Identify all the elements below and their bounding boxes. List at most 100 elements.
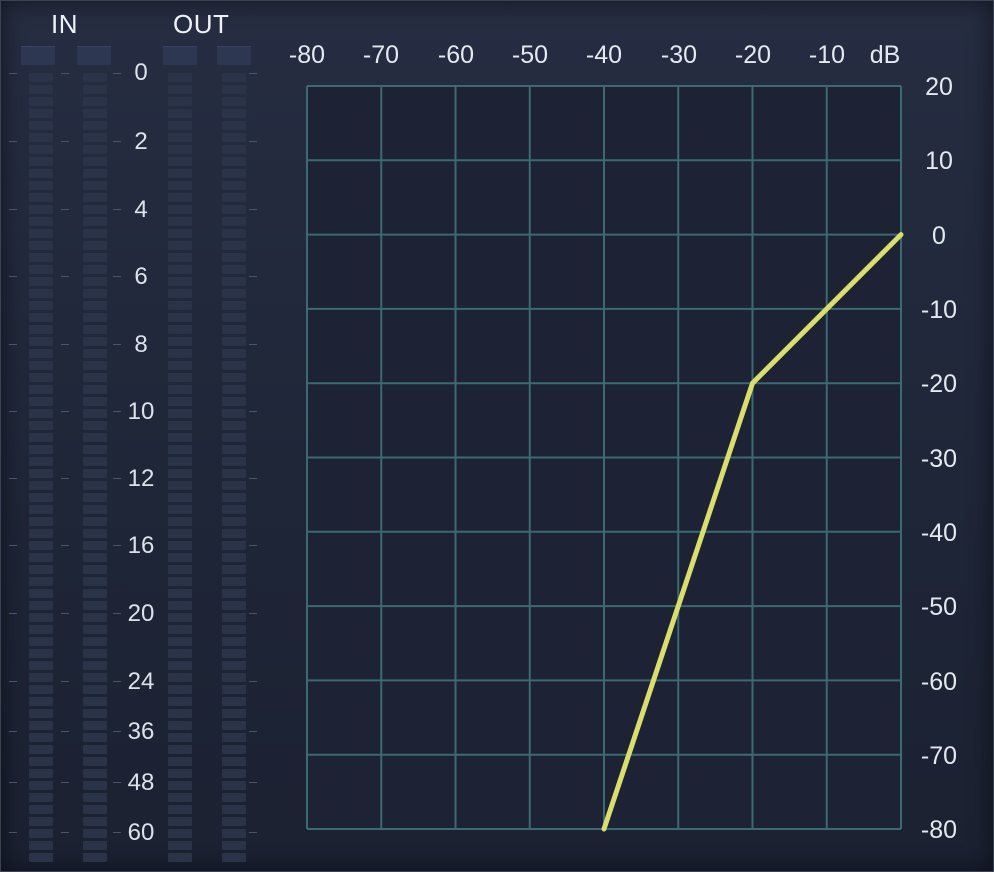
meter-segment xyxy=(83,517,107,526)
meter-segment xyxy=(168,169,192,178)
meter-segment xyxy=(222,625,246,634)
meter-scale-label: 48 xyxy=(127,769,155,796)
meter-segment xyxy=(222,685,246,694)
meter-segment xyxy=(83,121,107,130)
meter-segment xyxy=(83,733,107,742)
meter-segment xyxy=(168,589,192,598)
meter-segment xyxy=(222,277,246,286)
meter-tick xyxy=(249,545,257,546)
meter-segment xyxy=(29,145,53,154)
meter-segment xyxy=(29,685,53,694)
meter-segment xyxy=(83,193,107,202)
meter-segment xyxy=(29,613,53,622)
meter-segment xyxy=(29,289,53,298)
meter-tick xyxy=(9,782,17,783)
y-tick-label: -10 xyxy=(921,296,957,324)
meter-segment xyxy=(168,445,192,454)
y-tick-label: -30 xyxy=(921,445,957,473)
meter-segment xyxy=(222,193,246,202)
meter-segment xyxy=(168,769,192,778)
meter-segment xyxy=(29,217,53,226)
meter-segment xyxy=(83,709,107,718)
meter-segment xyxy=(29,493,53,502)
meter-segment xyxy=(222,481,246,490)
x-tick-label: -80 xyxy=(289,41,325,69)
meter-segment xyxy=(168,397,192,406)
meter-segment xyxy=(29,361,53,370)
meter-segment xyxy=(168,565,192,574)
meter-segment xyxy=(168,361,192,370)
transfer-curve-line[interactable] xyxy=(601,232,904,832)
meter-segment xyxy=(222,241,246,250)
meter-segment xyxy=(83,649,107,658)
meter-segment xyxy=(168,457,192,466)
meter-segment xyxy=(168,745,192,754)
meter-segment xyxy=(168,529,192,538)
meter-segment xyxy=(222,565,246,574)
meter-segment xyxy=(222,433,246,442)
meter-segment xyxy=(83,565,107,574)
meter-tick xyxy=(61,545,69,546)
meter-segment xyxy=(29,469,53,478)
meter-segment xyxy=(83,433,107,442)
meter-segment xyxy=(29,553,53,562)
meter-tick xyxy=(9,681,17,682)
meter-segment xyxy=(83,757,107,766)
meter-segment xyxy=(29,853,53,862)
meter-segment xyxy=(29,709,53,718)
meter-segment xyxy=(222,73,246,82)
meter-tick xyxy=(113,681,121,682)
meter-segment xyxy=(168,709,192,718)
meter-segment xyxy=(222,637,246,646)
meter-scale-label: 10 xyxy=(127,398,155,425)
meter-segment xyxy=(29,265,53,274)
meter-tick xyxy=(61,782,69,783)
y-tick-label: -70 xyxy=(921,742,957,770)
meter-segment xyxy=(29,229,53,238)
meter-segment xyxy=(29,109,53,118)
meter-segment xyxy=(222,841,246,850)
meter-segment xyxy=(83,277,107,286)
meter-tick xyxy=(249,681,257,682)
meter-segment xyxy=(222,97,246,106)
graph-grid xyxy=(306,85,902,830)
meter-segment xyxy=(222,721,246,730)
meter-segment xyxy=(222,649,246,658)
meter-tick xyxy=(9,613,17,614)
meter-segment xyxy=(29,457,53,466)
y-tick-label: 10 xyxy=(925,147,953,175)
meter-segment xyxy=(83,109,107,118)
meter-segment xyxy=(83,841,107,850)
meter-segment xyxy=(83,385,107,394)
meter-segment xyxy=(222,157,246,166)
meter-segment xyxy=(222,757,246,766)
meter-segment xyxy=(29,601,53,610)
meter-segment xyxy=(168,97,192,106)
meter-segment xyxy=(83,253,107,262)
meter-segment xyxy=(222,769,246,778)
meter-segment xyxy=(83,769,107,778)
meter-segment xyxy=(168,85,192,94)
meter-segment xyxy=(222,805,246,814)
meter-segment xyxy=(83,505,107,514)
meter-segment xyxy=(83,289,107,298)
meter-segment xyxy=(222,673,246,682)
meter-segment xyxy=(168,721,192,730)
meter-segment xyxy=(29,745,53,754)
meter-segment xyxy=(168,385,192,394)
meter-segment xyxy=(83,661,107,670)
meter-scale-label: 16 xyxy=(127,532,155,559)
y-tick-label: -50 xyxy=(921,593,957,621)
meter-segment xyxy=(83,325,107,334)
out-meter-label: OUT xyxy=(173,9,230,39)
meter-segment xyxy=(83,145,107,154)
meter-segment xyxy=(168,853,192,862)
meter-segment xyxy=(168,541,192,550)
meter-segment xyxy=(222,493,246,502)
meter-segment xyxy=(168,757,192,766)
meter-segment xyxy=(83,349,107,358)
meter-tick xyxy=(9,832,17,833)
meter-segment xyxy=(168,265,192,274)
meter-segment xyxy=(222,217,246,226)
